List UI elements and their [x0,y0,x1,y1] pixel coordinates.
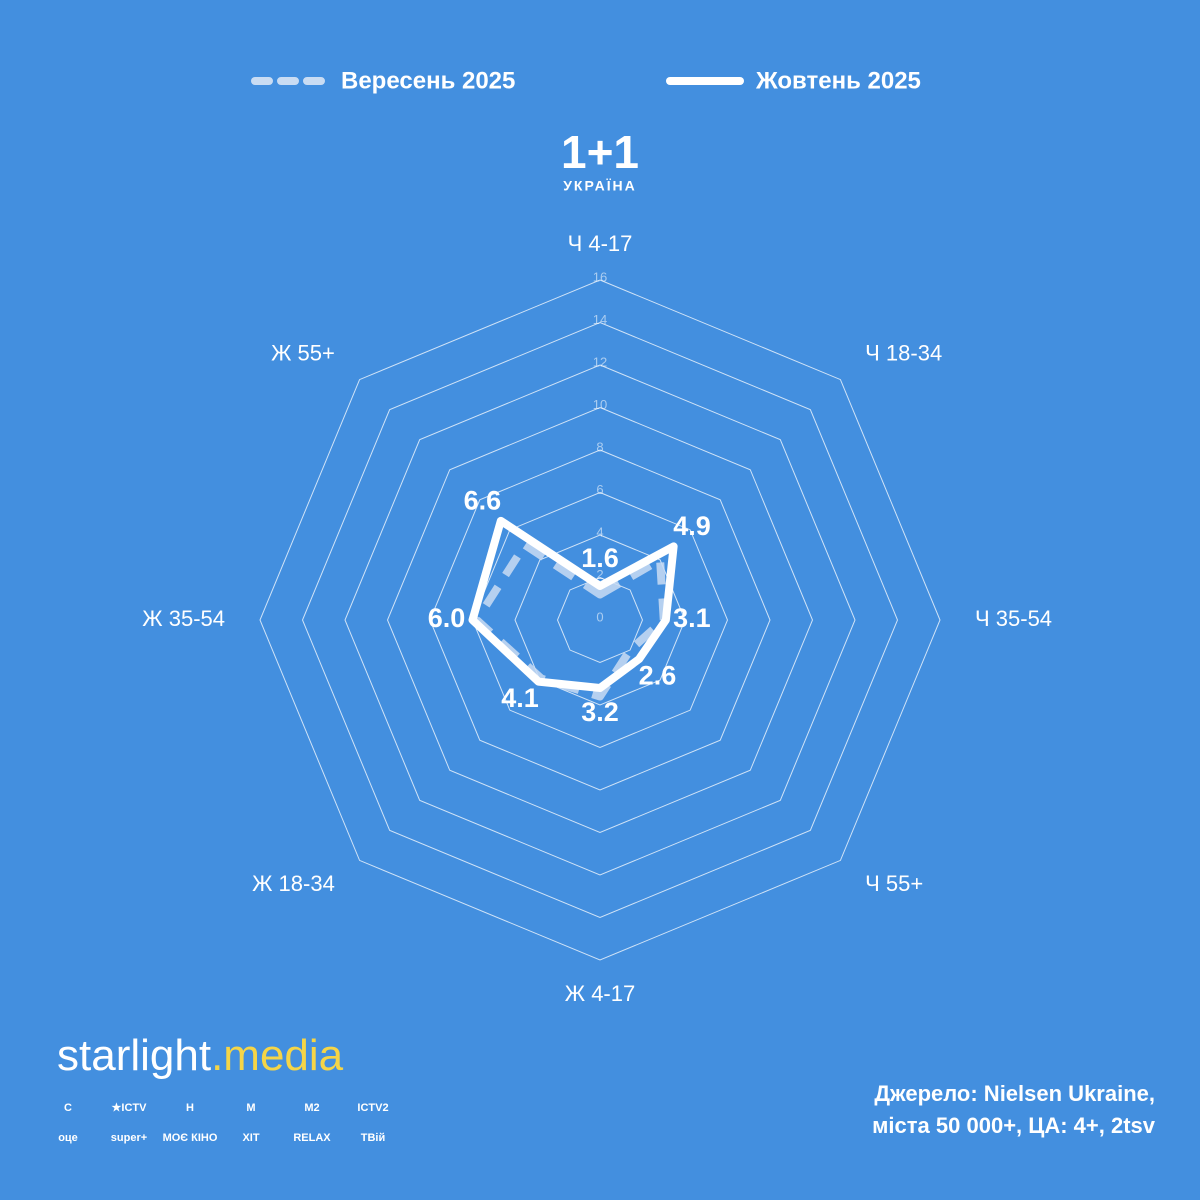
logo-title: 1+1 [561,126,639,178]
data-label: 6.0 [428,603,466,633]
grid-ring [301,321,899,919]
legend-label: Вересень 2025 [341,67,515,94]
brand-suffix: .media [211,1031,344,1080]
r-tick-label: 14 [593,312,607,327]
r-tick-label: 0 [596,609,603,624]
r-tick-label: 6 [596,482,603,497]
channel-logo: С [64,1102,72,1114]
channel-logo: М [246,1102,255,1114]
legend-label: Жовтень 2025 [755,67,921,94]
r-tick-label: 8 [596,439,603,454]
channel-logos: С ★ICTV Н М М2 ICTV2 оце super+ МОЄ КІНО ХІТ RELAX… [58,1102,388,1144]
grid-ring [556,576,644,664]
data-label: 4.9 [673,511,711,541]
data-label: 3.1 [673,603,711,633]
r-tick-label: 16 [593,269,607,284]
grid-ring [429,449,771,791]
grid-ring [344,364,856,876]
data-label: 4.1 [501,683,539,713]
series-line [472,540,668,701]
category-label: Ч 35-54 [975,606,1052,631]
r-tick-label: 4 [596,524,603,539]
channel-logo: оце [58,1132,78,1144]
category-label: Ч 4-17 [568,231,633,256]
data-label: 6.6 [464,486,502,516]
channel-logo: М2 [304,1102,319,1114]
r-tick-label: 2 [596,567,603,582]
category-label: Ж 18-34 [252,871,335,896]
channel-logo: ХІТ [242,1132,259,1144]
channel-logo: ТВій [361,1132,385,1144]
brand-main: starlight [57,1031,211,1080]
category-label: Ч 18-34 [865,341,942,366]
data-label: 1.6 [581,543,619,573]
data-label: 3.2 [581,697,619,727]
category-label: Ж 55+ [271,341,335,366]
channel-logo: ★ICTV [112,1102,148,1114]
category-label: Ж 35-54 [142,606,225,631]
grid-ring [471,491,729,749]
channel-logo: RELAX [293,1132,331,1144]
brand-name: starlight.media [57,1031,344,1080]
channel-logo: ICTV2 [357,1102,388,1114]
category-label: Ж 4-17 [565,981,635,1006]
source-line: Джерело: Nielsen Ukraine, [874,1081,1155,1106]
category-label: Ч 55+ [865,871,923,896]
grid-ring [259,279,941,961]
grid-ring [386,406,814,834]
logo-subtitle: УКРАЇНА [563,178,637,194]
r-tick-label: 10 [593,397,607,412]
r-tick-label: 12 [593,354,607,369]
data-label: 2.6 [639,661,677,691]
series-line [468,516,678,692]
channel-logo: Н [186,1102,194,1114]
channel-logo: МОЄ КІНО [163,1132,218,1144]
channel-logo: super+ [111,1132,147,1144]
source-line: міста 50 000+, ЦА: 4+, 2tsv [872,1113,1156,1138]
